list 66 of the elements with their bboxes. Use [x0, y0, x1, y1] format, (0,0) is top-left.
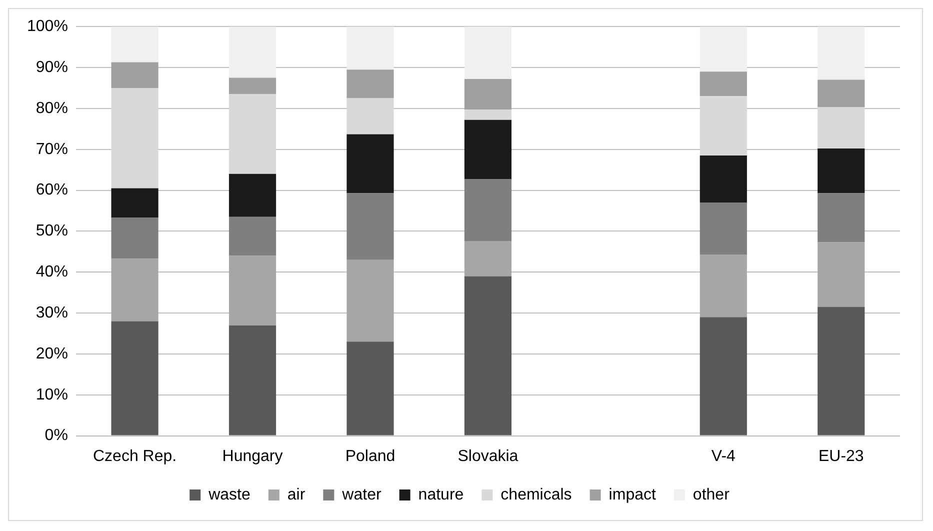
- bar: [818, 193, 865, 242]
- bar: [111, 258, 158, 322]
- y-tick-label: 50%: [36, 222, 68, 240]
- bar: [818, 107, 865, 149]
- bar: [346, 70, 394, 98]
- y-tick-label: 80%: [36, 100, 68, 117]
- x-tick-label: Slovakia: [458, 448, 518, 465]
- bar: [700, 317, 747, 436]
- legend-label: chemicals: [500, 486, 572, 504]
- bar: [111, 88, 158, 188]
- bar: [111, 26, 158, 62]
- bar: [111, 321, 158, 436]
- bar: [228, 78, 276, 94]
- y-tick-label: 90%: [36, 58, 68, 76]
- bar: [464, 78, 512, 110]
- bar: [818, 26, 865, 80]
- bar: [700, 202, 747, 255]
- x-tick-label: Czech Rep.: [92, 448, 177, 465]
- bar: [818, 80, 865, 108]
- bar: [464, 110, 512, 120]
- y-tick-label: 70%: [36, 140, 68, 158]
- bar: [700, 26, 747, 72]
- y-tick-label: 40%: [36, 264, 68, 281]
- bar: [464, 276, 512, 436]
- bar: [464, 26, 512, 79]
- bar: [818, 306, 865, 436]
- bar: [464, 120, 512, 180]
- y-tick-label: 30%: [36, 304, 68, 322]
- legend-label: other: [692, 486, 730, 504]
- x-tick-label: V-4: [711, 448, 736, 465]
- bar: [346, 260, 394, 342]
- bar: [346, 134, 394, 194]
- y-tick-label: 20%: [36, 345, 68, 362]
- bar: [111, 218, 158, 259]
- bar: [346, 98, 394, 134]
- bar: [111, 62, 158, 88]
- legend-label: water: [341, 486, 382, 504]
- bar: [228, 216, 276, 256]
- y-tick-label: 100%: [27, 18, 68, 36]
- y-tick-label: 10%: [36, 386, 68, 404]
- legend-label: impact: [608, 486, 656, 504]
- x-tick-label: Poland: [345, 448, 396, 465]
- bar: [346, 26, 394, 70]
- x-tick-label: Hungary: [222, 448, 283, 465]
- bar: [228, 325, 276, 436]
- bar: [228, 174, 276, 217]
- bar: [818, 148, 865, 194]
- bar: [228, 26, 276, 78]
- bar: [228, 256, 276, 326]
- y-tick-label: 0%: [44, 427, 68, 444]
- bar: [111, 188, 158, 218]
- legend-label: nature: [418, 486, 464, 504]
- legend-label: air: [287, 486, 306, 504]
- bar: [818, 242, 865, 307]
- y-tick-label: 60%: [36, 182, 68, 199]
- bar: [700, 96, 747, 156]
- legend-label: waste: [208, 486, 250, 504]
- bar: [228, 94, 276, 174]
- bar: [700, 72, 747, 96]
- bar: [700, 254, 747, 318]
- bar: [700, 156, 747, 203]
- bar: [346, 342, 394, 436]
- x-tick-label: EU-23: [818, 448, 864, 465]
- bar: [464, 179, 512, 242]
- bar: [464, 241, 512, 276]
- bar: [346, 193, 394, 260]
